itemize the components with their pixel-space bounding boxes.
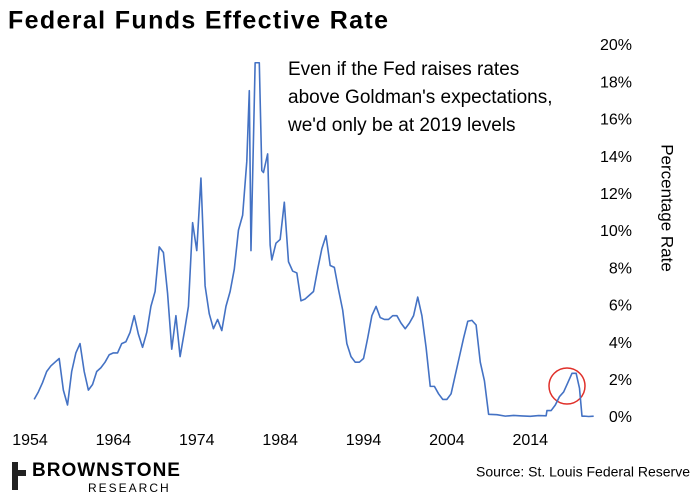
annotation: above Goldman's expectations,: [288, 87, 553, 108]
brand: BROWNSTONE: [32, 460, 181, 481]
y-tick-label: 18%: [600, 74, 632, 91]
x-tick-label: 1954: [12, 432, 48, 449]
y-tick-label: 8%: [609, 260, 632, 277]
annotation: Even if the Fed raises rates: [288, 59, 519, 80]
y-tick-label: 6%: [609, 298, 632, 315]
y-tick-label: 10%: [600, 223, 632, 240]
x-tick-label: 2014: [512, 432, 548, 449]
x-tick-label: 1974: [179, 432, 215, 449]
y-tick-label: 4%: [609, 335, 632, 352]
x-tick-label: 1964: [96, 432, 132, 449]
x-tick-label: 1984: [262, 432, 298, 449]
y-tick-label: 12%: [600, 186, 632, 203]
highlight-circle: [548, 367, 586, 405]
source: Source: St. Louis Federal Reserve: [476, 464, 690, 480]
y-tick-label: 20%: [600, 37, 632, 54]
annotation: we'd only be at 2019 levels: [287, 115, 516, 136]
brand-sub: RESEARCH: [88, 481, 171, 495]
y-tick-label: 2%: [609, 372, 632, 389]
x-tick-label: 2004: [429, 432, 465, 449]
y-tick-label: 16%: [600, 112, 632, 129]
x-tick-label: 1994: [346, 432, 382, 449]
logo-icon: [12, 462, 26, 490]
logo: BROWNSTONE RESEARCH: [12, 460, 181, 495]
data-line: [33, 61, 594, 418]
y-tick-label: 14%: [600, 149, 632, 166]
chart-title: Federal Funds Effective Rate: [8, 7, 388, 35]
y-tick-label: 0%: [609, 409, 632, 426]
y-axis-title: Percentage Rate: [658, 144, 677, 272]
